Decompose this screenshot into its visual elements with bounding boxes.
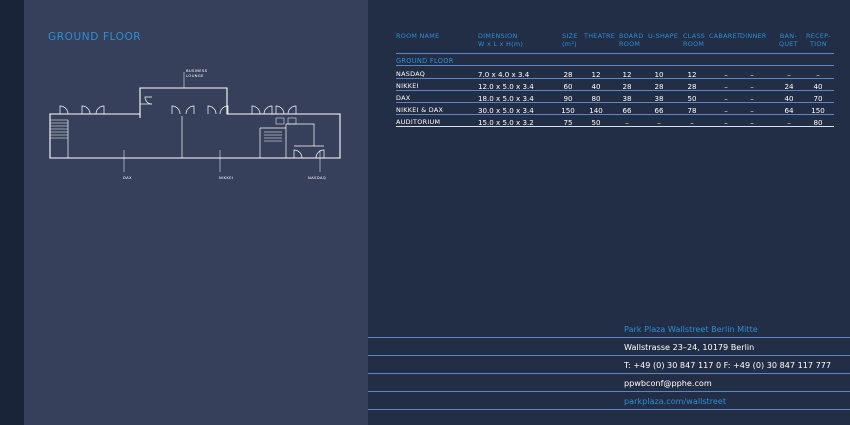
header-u-shape: U-SHAPE: [648, 32, 679, 40]
cell-ushape: –: [657, 117, 661, 127]
header-room-name: ROOM NAME: [396, 32, 440, 40]
cell-size: 75: [563, 117, 573, 127]
hotel-email[interactable]: ppwbconf@pphe.com: [624, 378, 712, 388]
cell-reception: 70: [813, 93, 823, 103]
cell-reception: –: [816, 69, 820, 79]
header-class-room: CLASS ROOM: [683, 32, 706, 48]
header-rule: [396, 53, 834, 54]
cell-banquet: 64: [784, 105, 794, 115]
subsection-ground-floor: GROUND FLOOR: [396, 55, 834, 66]
cell-ushape: 66: [654, 105, 664, 115]
cell-theatre: 12: [591, 69, 601, 79]
cell-theatre: 40: [591, 81, 601, 91]
cell-banquet: –: [787, 117, 791, 127]
cell-dinner: –: [750, 81, 754, 91]
cell-class: 28: [687, 81, 697, 91]
hotel-phone: T: +49 (0) 30 847 117 0 F: +49 (0) 30 84…: [624, 360, 832, 370]
cell-dimension: 7.0 x 4.0 x 3.4: [478, 69, 530, 79]
cell-board: 12: [622, 69, 632, 79]
cell-name: NIKKEI & DAX: [396, 106, 444, 114]
table-row: NASDAQ 7.0 x 4.0 x 3.4 28 12 12 10 12 – – – –: [396, 67, 834, 79]
contact-line: Wallstrasse 23–24, 10179 Berlin: [368, 338, 850, 356]
cell-size: 150: [561, 105, 575, 115]
table-row: DAX 18.0 x 5.0 x 3.4 90 80 38 38 50 – – 40 70: [396, 91, 834, 103]
header-dimension: DIMENSION W x L x H(m): [478, 32, 524, 48]
cell-name: DAX: [396, 94, 411, 102]
contact-line: parkplaza.com/wallstreet: [368, 392, 850, 410]
header-cabaret: CABARET: [709, 32, 742, 40]
hotel-name: Park Plaza Wallstreet Berlin Mitte: [624, 324, 758, 334]
cell-board: 28: [622, 81, 632, 91]
cell-dinner: –: [750, 93, 754, 103]
header-dinner: DINNER: [740, 32, 767, 40]
info-panel: ROOM NAME DIMENSION W x L x H(m) SIZE (m²)…: [368, 0, 850, 425]
cell-dimension: 30.0 x 5.0 x 3.4: [478, 105, 534, 115]
cell-theatre: 50: [591, 117, 601, 127]
cell-dinner: –: [750, 105, 754, 115]
contact-line: ppwbconf@pphe.com: [368, 374, 850, 392]
floor-plan-panel: GROUND FLOOR: [24, 0, 368, 425]
cell-class: –: [690, 117, 694, 127]
cell-ushape: 10: [654, 69, 664, 79]
cell-dimension: 15.0 x 5.0 x 3.2: [478, 117, 534, 127]
header-banquet: BAN- QUET: [779, 32, 798, 48]
cell-name: NIKKEI: [396, 82, 419, 90]
cell-class: 12: [687, 69, 697, 79]
header-reception: RECEP- TION: [806, 32, 831, 48]
table-row: AUDITORIUM 15.0 x 5.0 x 3.2 75 50 – – – – – – 80: [396, 115, 834, 127]
table-row: NIKKEI 12.0 x 5.0 x 3.4 60 40 28 28 28 – – 24 40: [396, 79, 834, 91]
cell-dimension: 12.0 x 5.0 x 3.4: [478, 81, 534, 91]
cell-reception: 150: [811, 105, 825, 115]
cell-dinner: –: [750, 117, 754, 127]
cell-reception: 40: [813, 81, 823, 91]
plan-label-nasdaq: NASDAQ: [308, 175, 327, 180]
plan-label-nikkei: NIKKEI: [219, 175, 234, 180]
cell-cabaret: –: [724, 81, 728, 91]
cell-board: 38: [622, 93, 632, 103]
cell-size: 28: [563, 69, 573, 79]
plan-label-business-lounge: BUSINESS LOUNGE: [186, 68, 208, 79]
hotel-address: Wallstrasse 23–24, 10179 Berlin: [624, 342, 755, 352]
header-theatre: THEATRE: [584, 32, 616, 40]
contact-line: Park Plaza Wallstreet Berlin Mitte: [368, 320, 850, 338]
cell-theatre: 80: [591, 93, 601, 103]
cell-board: 66: [622, 105, 632, 115]
cell-banquet: 24: [784, 81, 794, 91]
hotel-website[interactable]: parkplaza.com/wallstreet: [624, 396, 727, 406]
cell-banquet: –: [787, 69, 791, 79]
cell-name: AUDITORIUM: [396, 118, 441, 126]
table-row: NIKKEI & DAX 30.0 x 5.0 x 3.4 150 140 66 66 78…: [396, 103, 834, 115]
cell-name: NASDAQ: [396, 70, 426, 78]
header-size: SIZE (m²): [562, 32, 578, 48]
cell-class: 50: [687, 93, 697, 103]
edge-strip: [0, 0, 24, 425]
plan-label-dax: DAX: [123, 175, 132, 180]
cell-reception: 80: [813, 117, 823, 127]
cell-size: 90: [563, 93, 573, 103]
cell-class: 78: [687, 105, 697, 115]
section-title: GROUND FLOOR: [48, 31, 142, 43]
contact-line: T: +49 (0) 30 847 117 0 F: +49 (0) 30 84…: [368, 356, 850, 374]
subsection-label: GROUND FLOOR: [396, 57, 454, 65]
cell-dimension: 18.0 x 5.0 x 3.4: [478, 93, 534, 103]
cell-ushape: 38: [654, 93, 664, 103]
cell-theatre: 140: [589, 105, 603, 115]
cell-cabaret: –: [724, 69, 728, 79]
header-board-room: BOARD ROOM: [619, 32, 644, 48]
cell-dinner: –: [750, 69, 754, 79]
cell-cabaret: –: [724, 105, 728, 115]
cell-cabaret: –: [724, 93, 728, 103]
cell-ushape: 28: [654, 81, 664, 91]
floor-plan-drawing: [49, 72, 341, 172]
cell-size: 60: [563, 81, 573, 91]
cell-board: –: [625, 117, 629, 127]
cell-banquet: 40: [784, 93, 794, 103]
cell-cabaret: –: [724, 117, 728, 127]
